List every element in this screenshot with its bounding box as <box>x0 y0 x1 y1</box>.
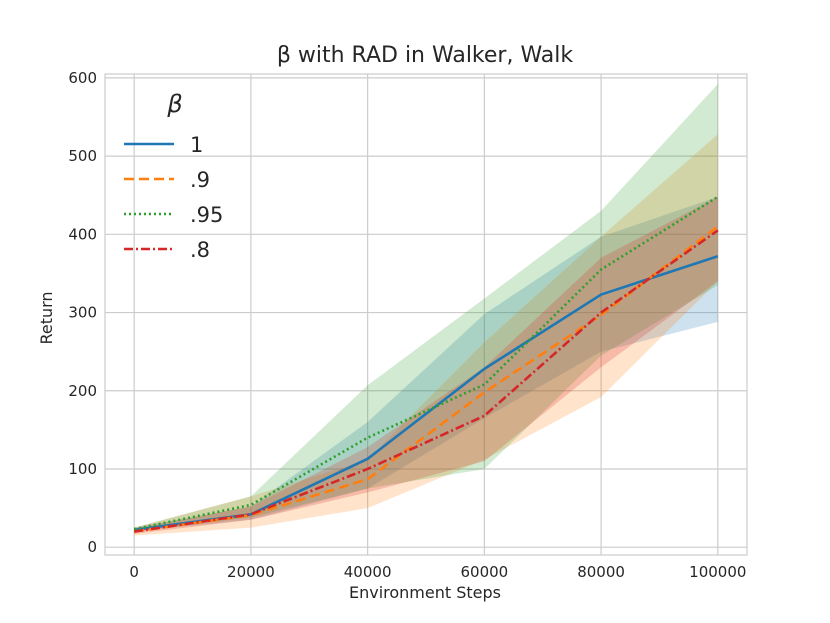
y-axis-label: Return <box>37 291 56 344</box>
x-tick-label: 60000 <box>461 563 509 581</box>
y-tick-label: 100 <box>68 460 97 478</box>
legend-label-3: .8 <box>190 238 210 262</box>
y-tick-label: 200 <box>68 382 97 400</box>
x-tick-label: 80000 <box>577 563 625 581</box>
plot-frame <box>104 73 748 556</box>
x-tick-label: 100000 <box>689 563 746 581</box>
legend-label-1: .9 <box>190 168 210 192</box>
legend-title: β <box>166 90 182 118</box>
y-tick-label: 500 <box>68 147 97 165</box>
x-tick-labels: 0 20000 40000 60000 80000 100000 <box>129 563 746 581</box>
confidence-band-0 <box>134 196 718 532</box>
series-lines <box>133 195 719 533</box>
y-tick-label: 400 <box>68 225 97 243</box>
x-axis-label: Environment Steps <box>349 583 501 602</box>
legend-label-2: .95 <box>190 203 223 227</box>
y-tick-label: 300 <box>68 304 97 322</box>
series-line-3 <box>133 229 719 533</box>
legend: β 1 .9 .95 .8 <box>124 90 223 262</box>
y-tick-labels: 0 100 200 300 400 500 600 <box>68 69 97 556</box>
confidence-bands <box>134 84 718 536</box>
y-tick-label: 0 <box>87 538 97 556</box>
x-tick-label: 20000 <box>227 563 275 581</box>
chart-title: β with RAD in Walker, Walk <box>277 43 574 68</box>
confidence-band-3 <box>134 196 718 534</box>
x-tick-label: 0 <box>129 563 139 581</box>
confidence-band-1 <box>134 134 718 536</box>
legend-label-0: 1 <box>190 133 203 157</box>
y-tick-label: 600 <box>68 69 97 87</box>
x-tick-label: 40000 <box>344 563 392 581</box>
